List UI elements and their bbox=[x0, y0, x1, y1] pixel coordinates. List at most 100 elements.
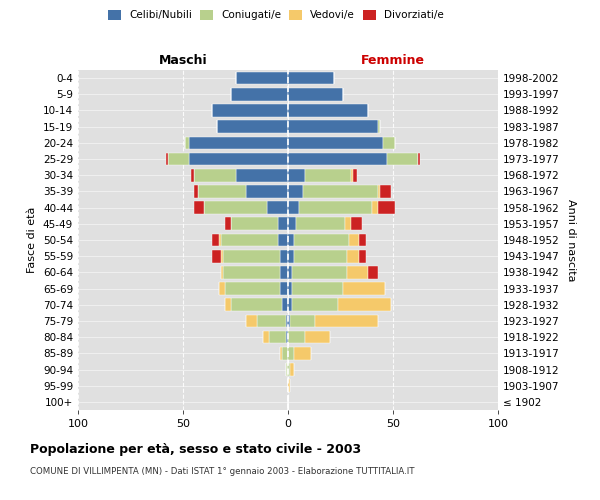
Bar bbox=[292, 298, 338, 311]
Bar bbox=[295, 347, 311, 360]
Bar bbox=[223, 250, 280, 262]
Bar bbox=[235, 169, 288, 181]
Bar bbox=[280, 266, 288, 278]
Legend: Celibi/Nubili, Coniugati/e, Vedovi/e, Divorziati/e: Celibi/Nubili, Coniugati/e, Vedovi/e, Di… bbox=[108, 10, 444, 20]
Bar bbox=[286, 363, 288, 376]
Bar bbox=[212, 104, 288, 117]
Bar bbox=[286, 314, 288, 328]
Bar bbox=[204, 202, 267, 214]
Bar bbox=[277, 218, 288, 230]
Bar bbox=[232, 218, 277, 230]
Text: Femmine: Femmine bbox=[361, 54, 425, 67]
Bar bbox=[288, 314, 290, 328]
Bar bbox=[232, 88, 288, 101]
Bar bbox=[288, 266, 292, 278]
Bar bbox=[343, 282, 385, 295]
Y-axis label: Anni di nascita: Anni di nascita bbox=[566, 198, 576, 281]
Bar bbox=[225, 282, 280, 295]
Bar bbox=[316, 314, 379, 328]
Bar bbox=[387, 152, 418, 166]
Bar bbox=[288, 363, 290, 376]
Bar bbox=[269, 331, 286, 344]
Bar bbox=[288, 88, 343, 101]
Bar bbox=[189, 152, 288, 166]
Bar bbox=[288, 202, 299, 214]
Bar bbox=[295, 250, 347, 262]
Bar bbox=[235, 72, 288, 85]
Text: Popolazione per età, sesso e stato civile - 2003: Popolazione per età, sesso e stato civil… bbox=[30, 442, 361, 456]
Bar bbox=[349, 234, 359, 246]
Bar bbox=[288, 282, 292, 295]
Bar bbox=[282, 298, 288, 311]
Bar bbox=[368, 266, 379, 278]
Bar bbox=[383, 136, 395, 149]
Bar bbox=[288, 298, 292, 311]
Bar bbox=[351, 169, 353, 181]
Bar bbox=[351, 218, 361, 230]
Bar bbox=[218, 234, 221, 246]
Bar bbox=[288, 331, 305, 344]
Bar bbox=[225, 218, 232, 230]
Bar bbox=[345, 218, 351, 230]
Bar bbox=[193, 202, 204, 214]
Bar bbox=[359, 250, 366, 262]
Bar bbox=[288, 218, 296, 230]
Bar bbox=[296, 218, 344, 230]
Bar bbox=[168, 152, 189, 166]
Bar bbox=[347, 250, 359, 262]
Bar bbox=[305, 169, 351, 181]
Bar bbox=[379, 120, 380, 133]
Y-axis label: Fasce di età: Fasce di età bbox=[28, 207, 37, 273]
Bar bbox=[191, 169, 193, 181]
Bar bbox=[292, 266, 347, 278]
Bar bbox=[280, 347, 282, 360]
Bar bbox=[290, 363, 295, 376]
Bar bbox=[288, 250, 295, 262]
Bar bbox=[223, 266, 280, 278]
Bar bbox=[292, 282, 343, 295]
Bar bbox=[198, 185, 246, 198]
Bar bbox=[305, 331, 330, 344]
Bar bbox=[288, 169, 305, 181]
Bar bbox=[379, 202, 395, 214]
Bar bbox=[359, 234, 366, 246]
Bar bbox=[299, 202, 372, 214]
Bar bbox=[280, 250, 288, 262]
Bar bbox=[218, 282, 225, 295]
Bar bbox=[277, 234, 288, 246]
Bar bbox=[246, 314, 257, 328]
Bar bbox=[286, 331, 288, 344]
Bar bbox=[303, 185, 379, 198]
Bar bbox=[288, 347, 295, 360]
Bar bbox=[193, 185, 198, 198]
Bar bbox=[347, 266, 368, 278]
Bar bbox=[221, 266, 223, 278]
Bar bbox=[290, 314, 316, 328]
Bar bbox=[282, 347, 288, 360]
Bar bbox=[288, 104, 368, 117]
Bar bbox=[193, 169, 235, 181]
Bar bbox=[288, 120, 379, 133]
Bar bbox=[372, 202, 379, 214]
Bar bbox=[295, 234, 349, 246]
Bar bbox=[267, 202, 288, 214]
Bar bbox=[353, 169, 358, 181]
Bar bbox=[288, 380, 290, 392]
Bar bbox=[221, 234, 277, 246]
Bar bbox=[166, 152, 168, 166]
Bar bbox=[280, 282, 288, 295]
Bar bbox=[288, 72, 334, 85]
Bar bbox=[418, 152, 421, 166]
Bar bbox=[288, 152, 387, 166]
Bar bbox=[338, 298, 391, 311]
Bar bbox=[246, 185, 288, 198]
Bar bbox=[257, 314, 286, 328]
Text: COMUNE DI VILLIMPENTA (MN) - Dati ISTAT 1° gennaio 2003 - Elaborazione TUTTITALI: COMUNE DI VILLIMPENTA (MN) - Dati ISTAT … bbox=[30, 468, 415, 476]
Bar bbox=[185, 136, 189, 149]
Bar bbox=[221, 250, 223, 262]
Bar bbox=[380, 185, 391, 198]
Bar bbox=[232, 298, 282, 311]
Bar bbox=[225, 298, 232, 311]
Text: Maschi: Maschi bbox=[158, 54, 208, 67]
Bar bbox=[212, 234, 218, 246]
